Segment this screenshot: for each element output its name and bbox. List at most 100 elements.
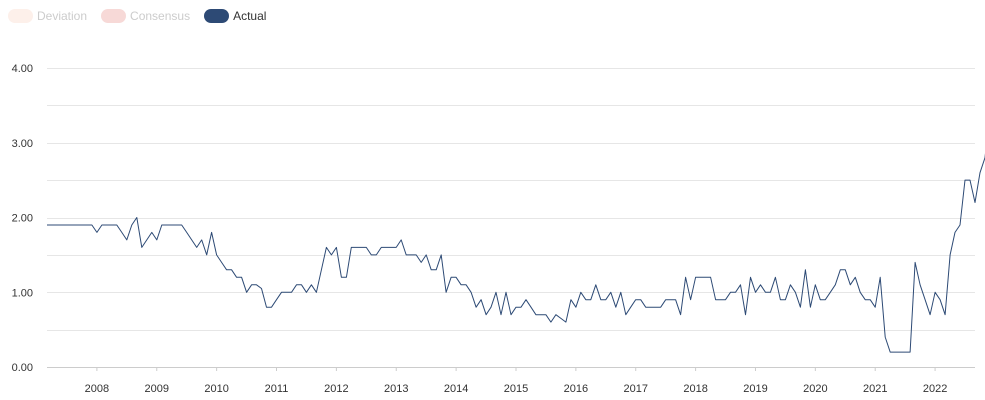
data-point: [80, 223, 83, 226]
data-point: [958, 223, 961, 226]
data-point: [774, 276, 777, 279]
legend-label-actual: Actual: [233, 9, 267, 23]
data-point: [365, 246, 368, 249]
data-point: [380, 246, 383, 249]
data-point: [140, 246, 143, 249]
x-tick-label: 2008: [85, 383, 109, 395]
data-point: [529, 306, 532, 309]
data-point: [949, 253, 952, 256]
data-point: [814, 283, 817, 286]
data-point: [415, 253, 418, 256]
data-point: [524, 298, 527, 301]
data-point: [944, 313, 947, 316]
data-point: [754, 291, 757, 294]
data-point: [769, 291, 772, 294]
data-point: [115, 223, 118, 226]
data-point: [854, 276, 857, 279]
data-point: [305, 291, 308, 294]
data-point: [480, 298, 483, 301]
data-point: [215, 253, 218, 256]
data-point: [804, 268, 807, 271]
data-point: [50, 223, 53, 226]
x-tick-label: 2012: [324, 383, 348, 395]
data-point: [614, 306, 617, 309]
data-point: [659, 306, 662, 309]
data-point: [489, 306, 492, 309]
data-point: [554, 313, 557, 316]
data-point: [654, 306, 657, 309]
data-point: [190, 238, 193, 241]
data-point: [594, 283, 597, 286]
legend-item-actual[interactable]: Actual: [204, 9, 266, 23]
data-point: [485, 313, 488, 316]
data-point: [634, 298, 637, 301]
data-point: [65, 223, 68, 226]
legend-swatch-consensus: [101, 9, 127, 23]
data-point: [734, 291, 737, 294]
data-point: [664, 298, 667, 301]
data-point: [629, 306, 632, 309]
data-point: [105, 223, 108, 226]
data-point: [919, 283, 922, 286]
data-point: [55, 223, 58, 226]
data-point: [889, 351, 892, 354]
data-point: [225, 268, 228, 271]
data-point: [729, 291, 732, 294]
data-point: [245, 291, 248, 294]
data-point: [470, 291, 473, 294]
data-point: [789, 283, 792, 286]
data-point: [130, 223, 133, 226]
y-tick-label: 2.00: [12, 213, 33, 225]
data-point: [909, 351, 912, 354]
data-point: [973, 201, 976, 204]
data-point: [325, 246, 328, 249]
data-point: [834, 283, 837, 286]
data-point: [724, 298, 727, 301]
data-point: [759, 283, 762, 286]
data-point: [519, 306, 522, 309]
legend-label-consensus: Consensus: [130, 9, 191, 23]
data-point: [564, 321, 567, 324]
data-point: [90, 223, 93, 226]
data-point: [155, 238, 158, 241]
series-line-actual: [47, 153, 985, 353]
data-point: [884, 336, 887, 339]
data-point: [390, 246, 393, 249]
data-point: [584, 298, 587, 301]
data-point: [205, 253, 208, 256]
legend-swatch-actual: [204, 9, 230, 23]
legend-item-deviation[interactable]: Deviation: [8, 9, 87, 23]
data-point: [400, 238, 403, 241]
data-point: [75, 223, 78, 226]
data-point: [285, 291, 288, 294]
x-tick-label: 2014: [444, 383, 468, 395]
data-point: [255, 283, 258, 286]
y-tick-label: 0.00: [12, 362, 33, 374]
x-tick-label: 2010: [204, 383, 228, 395]
data-point: [165, 223, 168, 226]
data-point: [609, 291, 612, 294]
data-point: [430, 268, 433, 271]
data-point: [674, 298, 677, 301]
data-point: [425, 253, 428, 256]
data-point: [544, 313, 547, 316]
data-point: [160, 223, 163, 226]
data-point: [829, 291, 832, 294]
data-point: [450, 276, 453, 279]
data-point: [395, 246, 398, 249]
data-point: [435, 268, 438, 271]
data-point: [499, 313, 502, 316]
data-point: [904, 351, 907, 354]
data-point: [420, 261, 423, 264]
data-point: [589, 298, 592, 301]
data-point: [290, 291, 293, 294]
data-point: [220, 261, 223, 264]
legend-item-consensus[interactable]: Consensus: [101, 9, 190, 23]
data-point: [574, 306, 577, 309]
legend-label-deviation: Deviation: [37, 9, 88, 23]
data-point: [784, 298, 787, 301]
legend-swatch-deviation: [8, 9, 33, 23]
x-tick-label: 2021: [863, 383, 887, 395]
data-point: [684, 276, 687, 279]
